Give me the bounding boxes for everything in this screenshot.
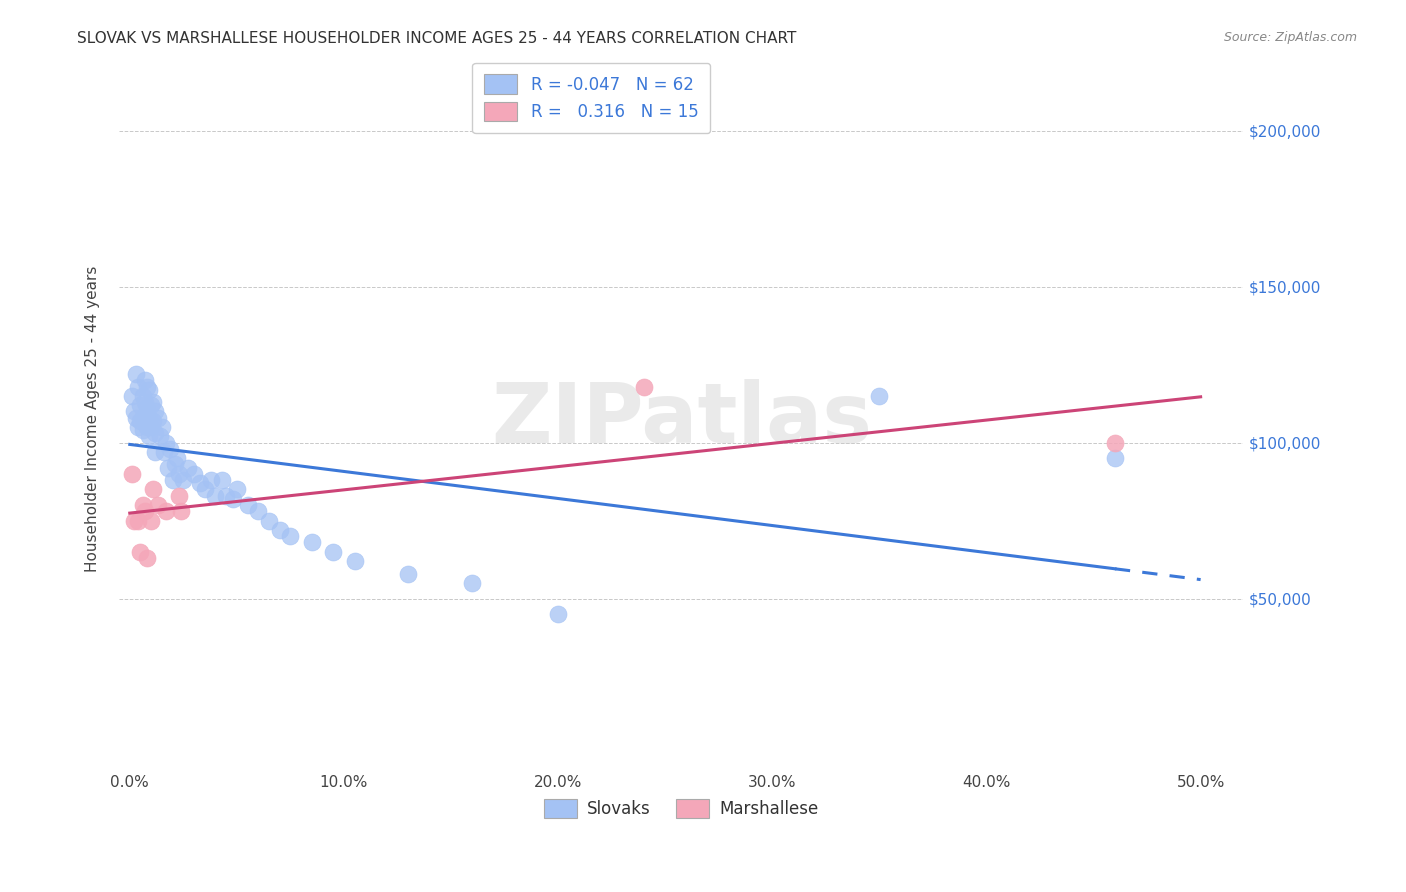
Point bbox=[183, 467, 205, 481]
Point bbox=[131, 423, 153, 437]
Point bbox=[134, 395, 156, 409]
Point bbox=[155, 435, 177, 450]
Point bbox=[127, 379, 149, 393]
Point bbox=[141, 514, 163, 528]
Point bbox=[211, 473, 233, 487]
Point bbox=[135, 551, 157, 566]
Point bbox=[134, 373, 156, 387]
Point bbox=[138, 429, 160, 443]
Point bbox=[141, 398, 163, 412]
Point bbox=[343, 554, 366, 568]
Point bbox=[157, 460, 180, 475]
Point bbox=[461, 576, 484, 591]
Point bbox=[166, 451, 188, 466]
Text: ZIPatlas: ZIPatlas bbox=[491, 379, 872, 459]
Y-axis label: Householder Income Ages 25 - 44 years: Householder Income Ages 25 - 44 years bbox=[86, 266, 100, 573]
Point bbox=[176, 460, 198, 475]
Text: SLOVAK VS MARSHALLESE HOUSEHOLDER INCOME AGES 25 - 44 YEARS CORRELATION CHART: SLOVAK VS MARSHALLESE HOUSEHOLDER INCOME… bbox=[77, 31, 797, 46]
Point bbox=[135, 401, 157, 416]
Point bbox=[122, 514, 145, 528]
Point bbox=[155, 504, 177, 518]
Point bbox=[190, 476, 212, 491]
Point bbox=[127, 514, 149, 528]
Point bbox=[257, 514, 280, 528]
Point bbox=[121, 467, 143, 481]
Point bbox=[142, 395, 165, 409]
Point bbox=[396, 566, 419, 581]
Point bbox=[131, 410, 153, 425]
Point bbox=[301, 535, 323, 549]
Point bbox=[125, 367, 148, 381]
Point bbox=[162, 473, 184, 487]
Point bbox=[159, 442, 181, 456]
Point bbox=[129, 398, 152, 412]
Point bbox=[269, 523, 291, 537]
Point bbox=[145, 426, 167, 441]
Point bbox=[141, 420, 163, 434]
Point bbox=[236, 498, 259, 512]
Point bbox=[121, 389, 143, 403]
Point bbox=[167, 467, 190, 481]
Point bbox=[135, 379, 157, 393]
Point bbox=[131, 498, 153, 512]
Point bbox=[215, 489, 238, 503]
Point bbox=[135, 420, 157, 434]
Point bbox=[225, 483, 247, 497]
Point bbox=[247, 504, 270, 518]
Point bbox=[127, 420, 149, 434]
Point bbox=[194, 483, 217, 497]
Point bbox=[134, 414, 156, 428]
Point bbox=[204, 489, 226, 503]
Point bbox=[142, 414, 165, 428]
Point bbox=[1104, 435, 1126, 450]
Point bbox=[138, 410, 160, 425]
Point bbox=[125, 410, 148, 425]
Point bbox=[145, 404, 167, 418]
Point bbox=[163, 458, 186, 472]
Point bbox=[170, 504, 193, 518]
Point bbox=[134, 504, 156, 518]
Point bbox=[129, 414, 152, 428]
Point bbox=[146, 498, 169, 512]
Point bbox=[131, 389, 153, 403]
Point bbox=[153, 445, 176, 459]
Point bbox=[145, 445, 167, 459]
Point bbox=[322, 545, 344, 559]
Point bbox=[868, 389, 890, 403]
Point bbox=[122, 404, 145, 418]
Point bbox=[547, 607, 569, 621]
Point bbox=[633, 379, 655, 393]
Point bbox=[129, 545, 152, 559]
Point bbox=[172, 473, 194, 487]
Point bbox=[149, 429, 172, 443]
Point bbox=[280, 529, 302, 543]
Point bbox=[142, 483, 165, 497]
Point bbox=[200, 473, 222, 487]
Point bbox=[150, 420, 173, 434]
Legend: Slovaks, Marshallese: Slovaks, Marshallese bbox=[537, 792, 825, 825]
Text: Source: ZipAtlas.com: Source: ZipAtlas.com bbox=[1223, 31, 1357, 45]
Point bbox=[1104, 451, 1126, 466]
Point bbox=[146, 410, 169, 425]
Point bbox=[138, 383, 160, 397]
Point bbox=[167, 489, 190, 503]
Point bbox=[221, 491, 243, 506]
